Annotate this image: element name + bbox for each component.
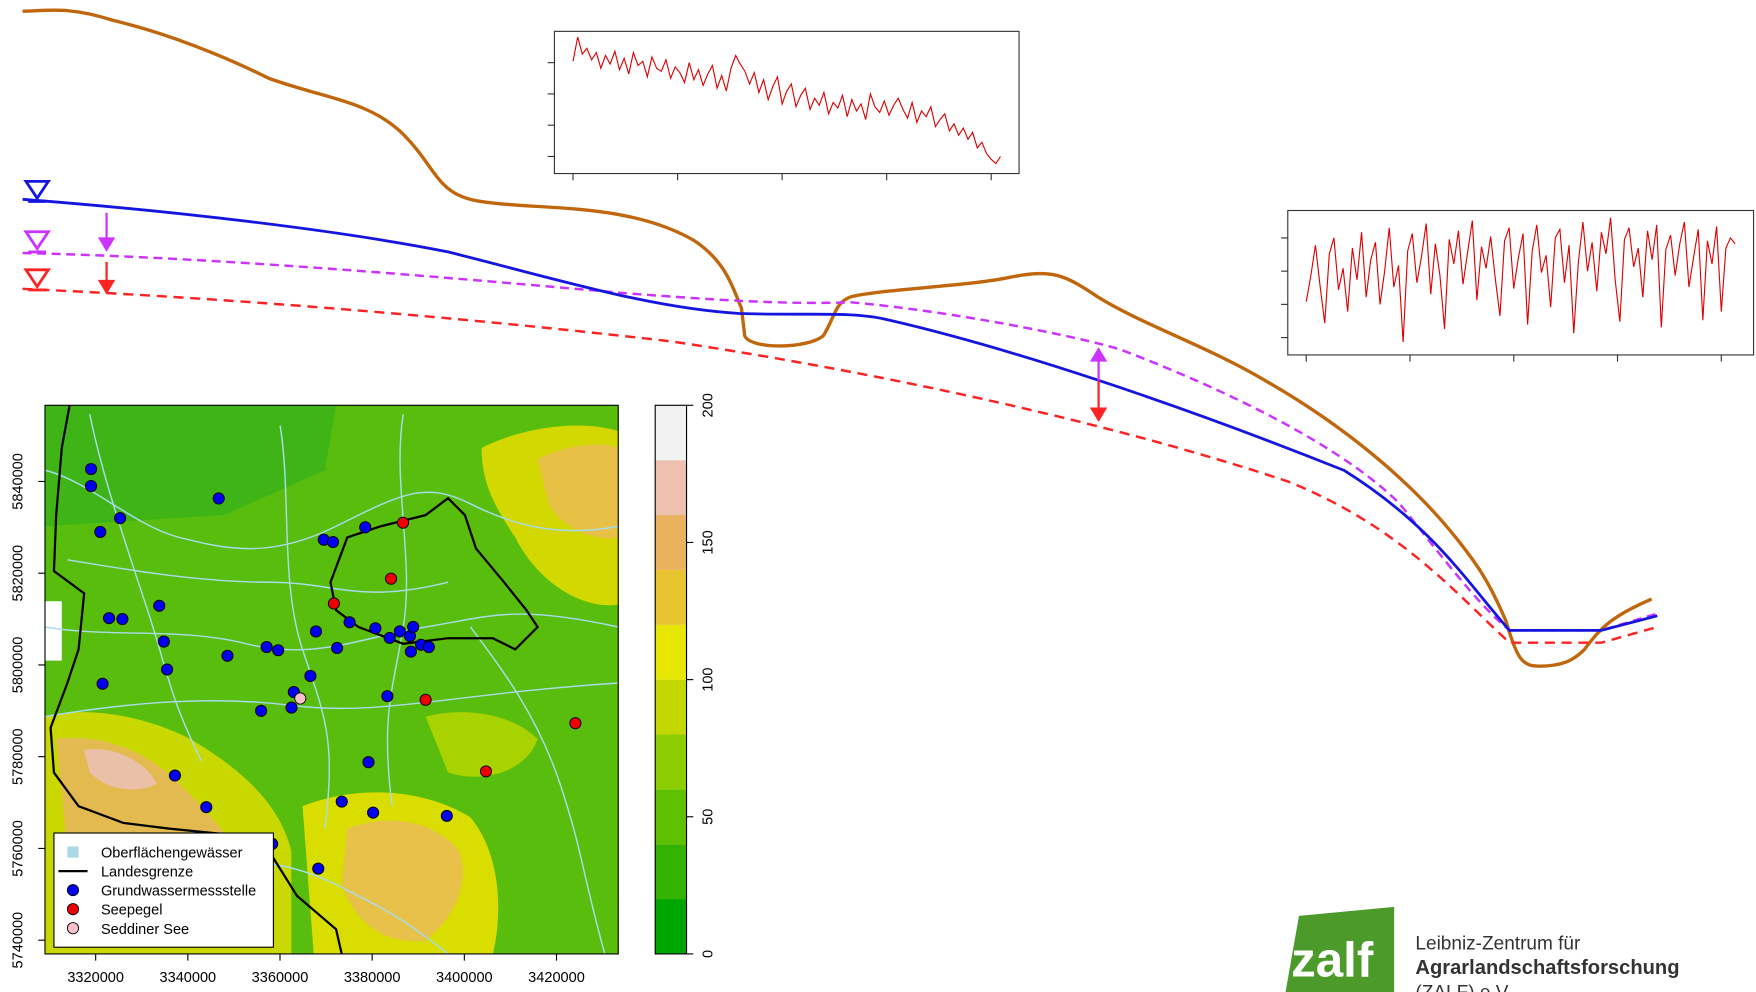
legend-symbol [67, 885, 78, 896]
point [397, 517, 408, 528]
point [117, 613, 128, 624]
point [327, 536, 338, 547]
x-tick-label: 3340000 [160, 970, 217, 986]
point [313, 863, 324, 874]
logo: zalf Leibniz-Zentrum für Agrarlandschaft… [1286, 907, 1680, 992]
point [103, 613, 114, 624]
legend-symbol [67, 904, 78, 915]
point [273, 645, 284, 656]
colorbar-band [655, 570, 686, 625]
legend-symbol [67, 846, 78, 857]
point [305, 670, 316, 681]
point [360, 522, 371, 533]
point [382, 691, 393, 702]
point [85, 463, 96, 474]
point [85, 480, 96, 491]
y-tick-label: 5740000 [11, 912, 27, 969]
colorbar-band [655, 515, 686, 570]
point [363, 757, 374, 768]
x-tick-label: 3360000 [252, 970, 309, 986]
colorbar-band [655, 680, 686, 735]
y-tick-label: 5820000 [11, 545, 27, 602]
point [385, 573, 396, 584]
colorbar-tick-label: 100 [700, 667, 716, 691]
point [97, 678, 108, 689]
colorbar-band [655, 460, 686, 515]
point [169, 770, 180, 781]
colorbar-band [655, 625, 686, 680]
point [370, 623, 381, 634]
inset-frame [554, 31, 1019, 173]
point [201, 802, 212, 813]
point [328, 598, 339, 609]
x-tick-label: 3420000 [528, 970, 585, 986]
point [332, 642, 343, 653]
y-tick-label: 5840000 [11, 453, 27, 510]
colorbar-tick-label: 200 [700, 393, 716, 417]
point [344, 617, 355, 628]
colorbar-band [655, 844, 686, 899]
logo-line3: (ZALF) e.V. [1415, 983, 1512, 992]
x-tick-label: 3320000 [67, 970, 124, 986]
point [115, 513, 126, 524]
point [295, 693, 306, 704]
logo-mark: zalf [1291, 932, 1374, 987]
legend-label: Seddiner See [101, 922, 189, 938]
point [158, 636, 169, 647]
colorbar-tick-label: 50 [700, 809, 716, 825]
level-symbols [26, 181, 48, 290]
colorbar-tick-label: 0 [700, 950, 716, 958]
point [213, 493, 224, 504]
point [441, 810, 452, 821]
point [256, 705, 267, 716]
point [420, 694, 431, 705]
point [394, 626, 405, 637]
point [570, 718, 581, 729]
point [405, 646, 416, 657]
colorbar-band [655, 789, 686, 844]
point [261, 641, 272, 652]
legend-label: Seepegel [101, 903, 162, 919]
legend-label: Landesgrenze [101, 865, 193, 881]
y-tick-label: 5760000 [11, 820, 27, 877]
point [154, 600, 165, 611]
figure: 3320000 3340000 3360000 3380000 3400000 34200… [0, 0, 1756, 992]
colorbar-tick-label: 150 [700, 530, 716, 554]
legend-label: Grundwassermessstelle [101, 884, 256, 900]
legend-label: Oberflächengewässer [101, 846, 243, 862]
y-tick-label: 5800000 [11, 637, 27, 694]
colorbar-band [655, 405, 686, 460]
legend: Oberflächengewässer Landesgrenze Grundwass… [54, 833, 273, 947]
point [367, 807, 378, 818]
point [95, 526, 106, 537]
x-tick-label: 3400000 [436, 970, 493, 986]
legend-symbol [67, 923, 78, 934]
point [162, 664, 173, 675]
point [384, 632, 395, 643]
point [480, 766, 491, 777]
colorbar-band [655, 899, 686, 954]
point [408, 621, 419, 632]
point [222, 650, 233, 661]
x-tick-label: 3380000 [344, 970, 401, 986]
page: {"chart_data": [ {"type": "line", "color… [0, 0, 1756, 992]
logo-line1: Leibniz-Zentrum für [1415, 933, 1581, 954]
point [286, 702, 297, 713]
inset-frame [1288, 210, 1754, 354]
colorbar-band [655, 734, 686, 789]
y-tick-label: 5780000 [11, 728, 27, 785]
point [310, 626, 321, 637]
point [336, 796, 347, 807]
point [423, 641, 434, 652]
logo-line2: Agrarlandschaftsforschung [1415, 957, 1679, 979]
